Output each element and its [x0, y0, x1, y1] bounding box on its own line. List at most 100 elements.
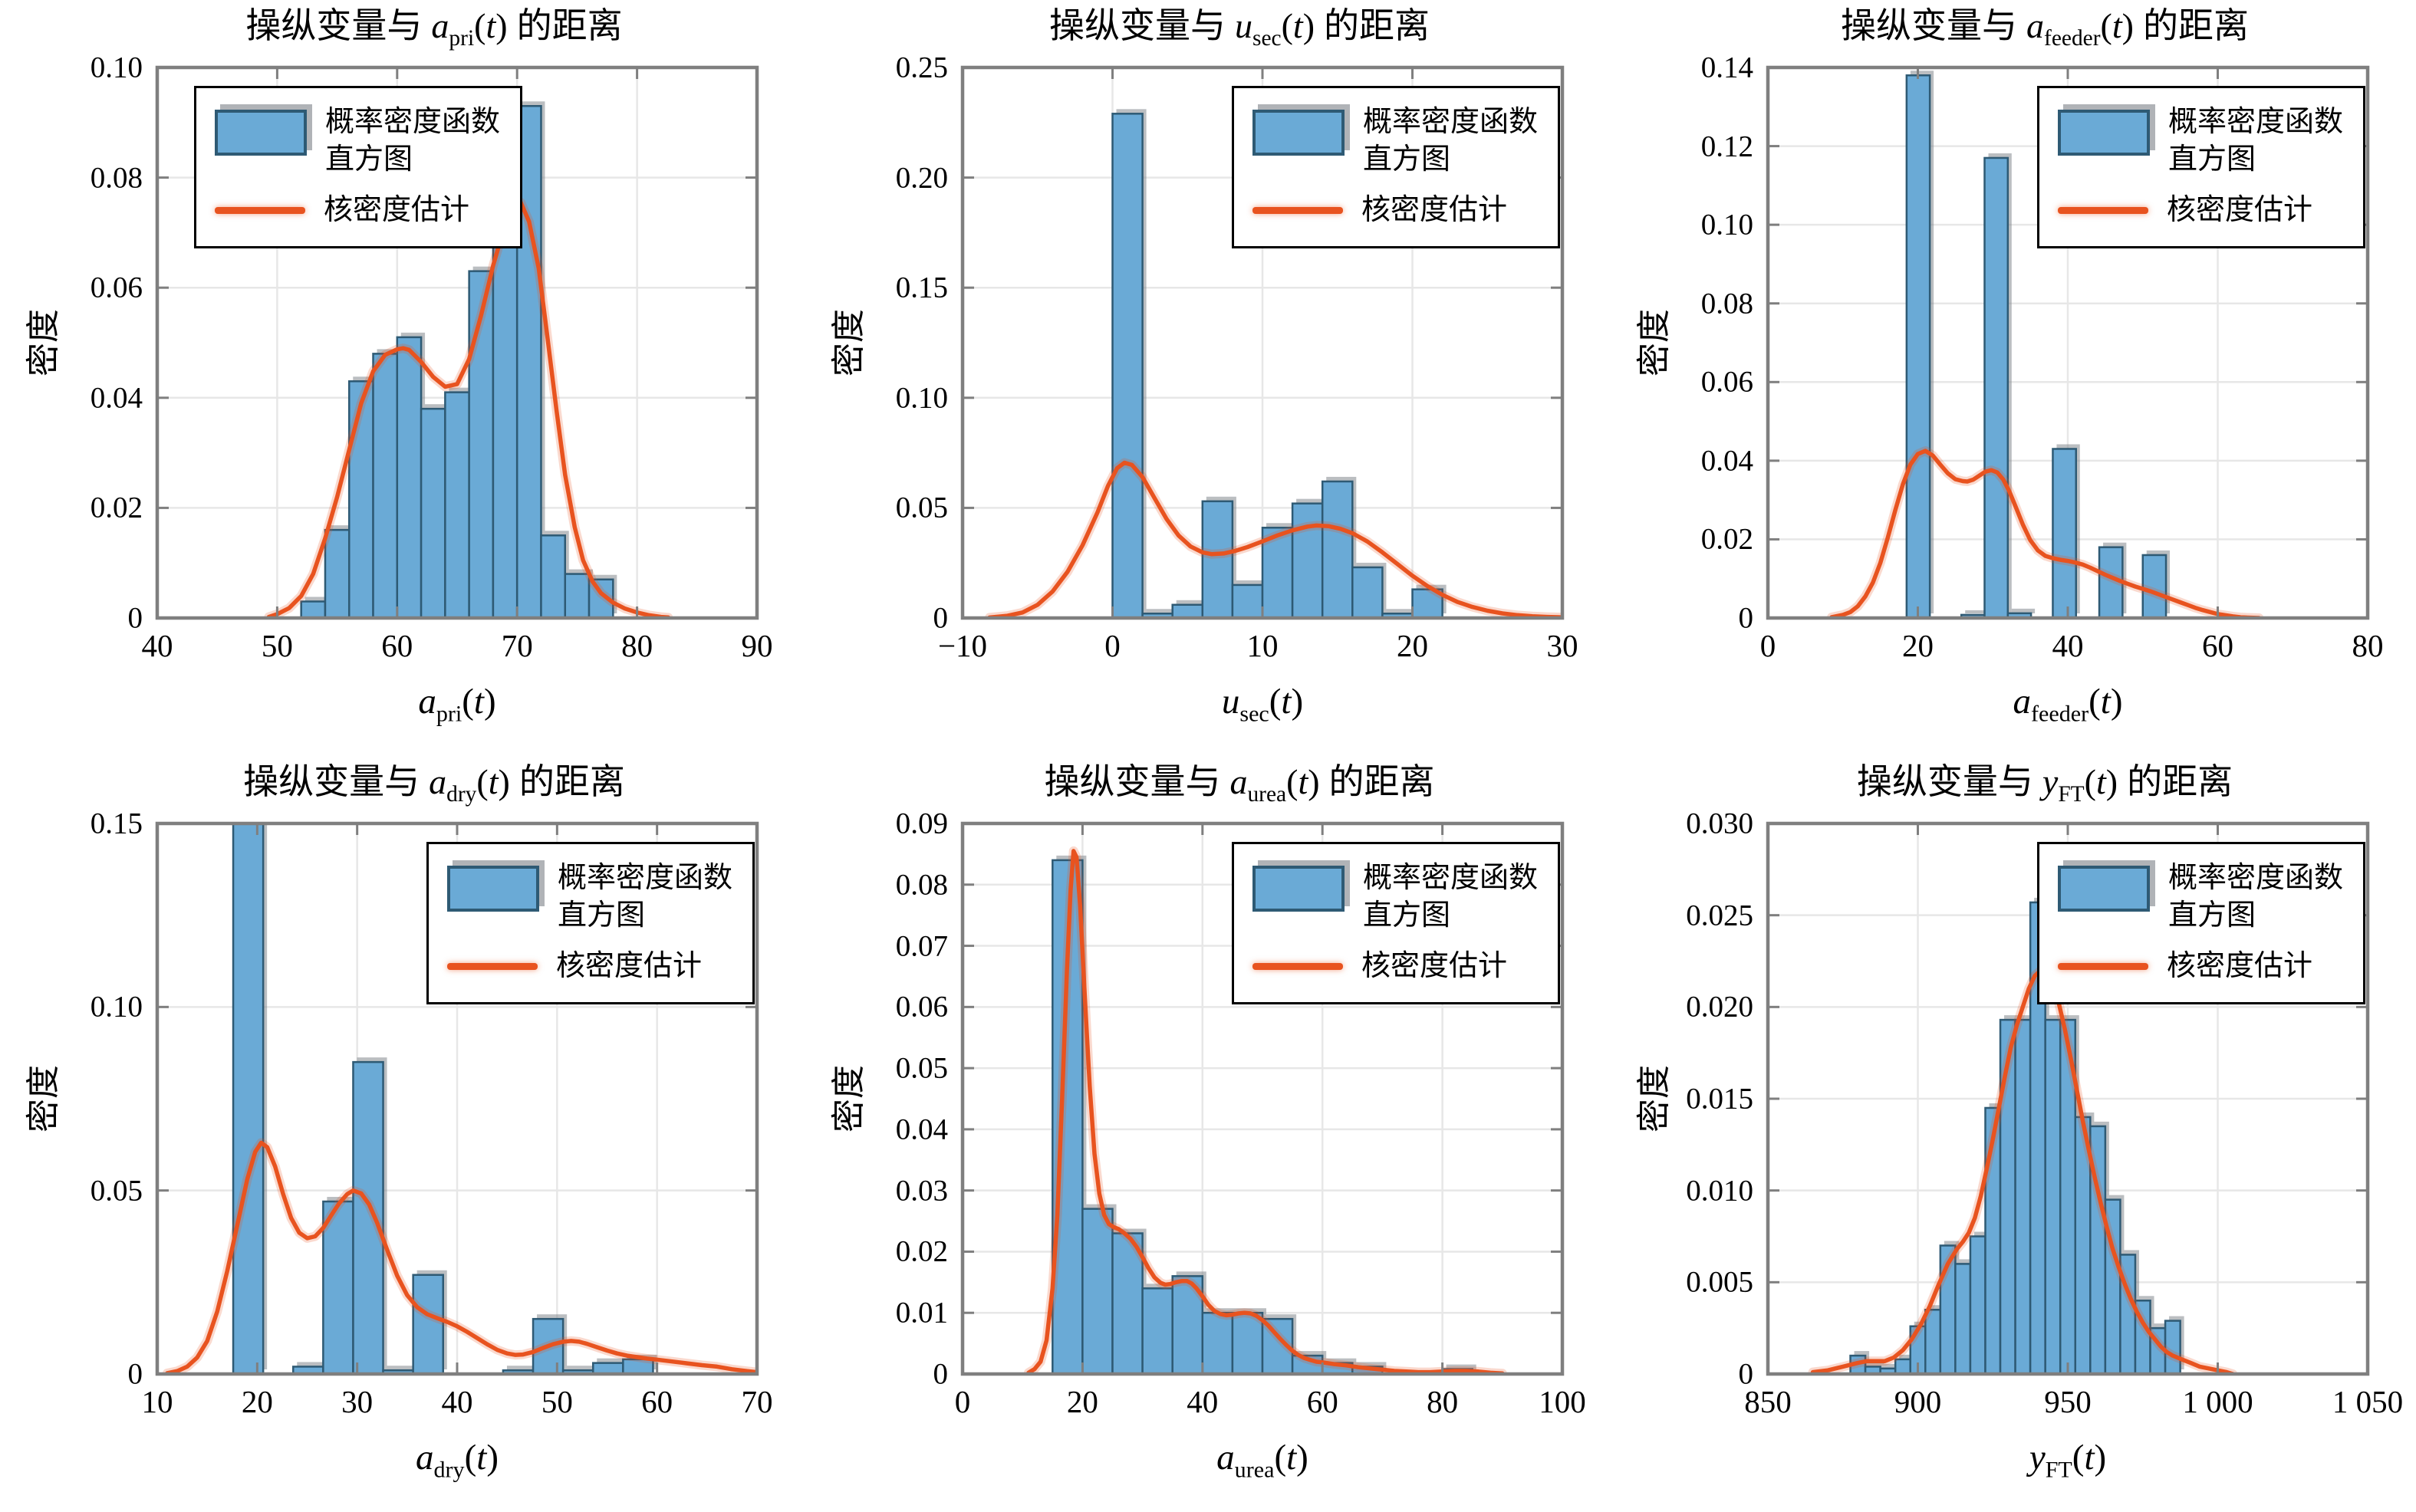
histogram-swatch-icon: [2057, 110, 2150, 156]
legend-label-histogram: 概率密度函数 直方图: [2168, 860, 2343, 934]
histogram-bar: [540, 534, 567, 618]
chart-title-variable: usec(t): [1234, 6, 1315, 51]
x-axis-tick-label: 60: [1306, 1384, 1338, 1419]
y-axis-tick-label: 0.030: [1686, 807, 1753, 840]
variable-base: u: [1221, 682, 1240, 721]
legend-label-histogram-line1: 概率密度函数: [1362, 862, 1538, 894]
histogram-bar: [2044, 1018, 2062, 1374]
legend-label-histogram-line2: 直方图: [1362, 899, 1450, 932]
x-axis-label: aurea(t): [1216, 1438, 1308, 1483]
x-axis-tick-label: 900: [1894, 1384, 1942, 1419]
bar-shadow: [506, 1366, 538, 1369]
y-axis-tick-label: 0: [127, 1357, 143, 1391]
histogram-bar: [1291, 502, 1324, 618]
variable-base: a: [2026, 6, 2045, 45]
legend-row-kde: 核密度估计: [446, 948, 732, 985]
variable-argument: t: [476, 1438, 487, 1477]
histogram-bars: [300, 101, 617, 618]
plot-area-1: [155, 65, 759, 620]
variable-argument: t: [473, 682, 484, 721]
y-axis-tick-label: 0.08: [895, 868, 948, 902]
legend-label-histogram-line1: 概率密度函数: [557, 862, 732, 894]
chart-title-suffix: 的距离: [2127, 762, 2233, 801]
subplot-3: 操纵变量与 afeeder(t) 的距离 0 0.02 0.04 0.06 0.08 0.10 0…: [1611, 0, 2416, 756]
x-axis-tick-label: 80: [2352, 628, 2384, 663]
histogram-bars: [1111, 109, 1447, 618]
chart-title-prefix: 操纵变量与: [1048, 6, 1226, 45]
legend-row-kde: 核密度估计: [215, 192, 500, 229]
legend-row-histogram: 概率密度函数 直方图: [215, 104, 500, 178]
chart-title: 操纵变量与 adry(t) 的距离: [111, 761, 757, 816]
variable-argument: t: [1292, 6, 1303, 45]
y-axis-label: 密度: [25, 309, 62, 376]
x-axis-tick-label: 50: [541, 1384, 573, 1419]
x-axis-tick-label: 40: [441, 1384, 473, 1419]
chart-title-variable: yFT(t): [2042, 762, 2118, 807]
legend-row-kde: 核密度估计: [2057, 948, 2343, 985]
y-axis-tick-label: 0.05: [90, 1174, 143, 1208]
kde-curve: [1827, 446, 2264, 618]
histogram-bar: [372, 353, 399, 618]
bar-shadow: [2011, 608, 2036, 613]
legend: 概率密度函数 直方图核密度估计: [426, 842, 755, 1004]
histogram-bar: [1954, 1263, 1972, 1374]
chart-title: 操纵变量与 usec(t) 的距离: [917, 5, 1562, 60]
histogram-bar: [420, 407, 446, 618]
variable-base: a: [1229, 762, 1248, 801]
chart-title: 操纵变量与 afeeder(t) 的距离: [1722, 5, 2368, 60]
kde-line-swatch-icon: [446, 963, 538, 971]
x-axis-tick-label: 1 050: [2332, 1384, 2404, 1419]
legend-row-histogram: 概率密度函数 直方图: [446, 860, 732, 934]
variable-subscript: urea: [1247, 782, 1287, 807]
y-axis-tick-label: 0.14: [1700, 51, 1753, 84]
legend-label-histogram-line2: 直方图: [2167, 899, 2256, 932]
y-axis-tick-label: 0.10: [90, 51, 143, 84]
variable-subscript: pri: [436, 700, 462, 727]
plot-area-5: [960, 821, 1565, 1376]
y-axis-tick-label: 0.10: [90, 990, 143, 1024]
histogram-bar: [468, 270, 495, 618]
x-axis-label: adry(t): [416, 1438, 499, 1483]
bar-shadow: [1386, 609, 1417, 613]
bar-shadow: [1884, 1363, 1900, 1369]
x-axis-tick-label: 30: [341, 1384, 374, 1419]
y-axis-tick-label: 0.04: [1700, 444, 1753, 478]
legend-label-histogram: 概率密度函数 直方图: [2168, 104, 2343, 178]
subplot-2: 操纵变量与 usec(t) 的距离 0 0.05 0.10 0.15 0.20 0.25 −10 0…: [805, 0, 1611, 756]
y-axis-tick-label: 0.09: [895, 807, 948, 840]
variable-base: y: [2042, 762, 2059, 801]
histogram-bar: [1141, 1287, 1173, 1374]
legend-label-histogram-line1: 概率密度函数: [325, 106, 501, 138]
bar-shadow: [1965, 610, 1989, 613]
y-axis-tick-label: 0.04: [895, 1113, 948, 1146]
variable-argument: t: [2112, 6, 2122, 45]
histogram-swatch-icon: [1252, 110, 1345, 156]
legend: 概率密度函数 直方图核密度估计: [194, 86, 523, 248]
y-axis-tick-label: 0: [1738, 601, 1754, 635]
legend-label-histogram-line1: 概率密度函数: [2167, 862, 2343, 894]
variable-argument: t: [486, 6, 496, 45]
subplot-4: 操纵变量与 adry(t) 的距离 0 0.05 0.10 0.15 10 20 30 40 50 60…: [0, 756, 805, 1512]
y-axis-tick-label: 0.02: [1700, 522, 1753, 556]
y-axis-tick-label: 0.025: [1686, 899, 1753, 932]
legend-label-kde: 核密度估计: [2166, 194, 2312, 227]
histogram-bar: [1111, 113, 1144, 618]
legend-label-kde: 核密度估计: [555, 950, 702, 983]
x-axis-tick-label: 10: [141, 1384, 173, 1419]
variable-subscript: pri: [449, 26, 475, 51]
legend-row-histogram: 概率密度函数 直方图: [1252, 104, 1538, 178]
bar-shadow: [1446, 1364, 1476, 1369]
subplot-5: 操纵变量与 aurea(t) 的距离 0 0.01 0.02 0.03 0.04 0.05 0.0…: [805, 756, 1611, 1512]
bar-shadow: [1146, 609, 1177, 613]
variable-subscript: sec: [1239, 700, 1269, 727]
y-axis-tick-label: 0.07: [895, 929, 948, 963]
chart-title: 操纵变量与 apri(t) 的距离: [111, 5, 757, 60]
y-axis-label: 密度: [830, 1065, 867, 1132]
x-axis-tick-label: 850: [1744, 1384, 1792, 1419]
chart-title: 操纵变量与 aurea(t) 的距离: [917, 761, 1562, 816]
histogram-bar: [1111, 1232, 1144, 1374]
y-axis-tick-label: 0.12: [1700, 130, 1753, 163]
legend-label-histogram-line2: 直方图: [325, 143, 413, 176]
y-axis-tick-label: 0.04: [90, 381, 143, 415]
legend-row-histogram: 概率密度函数 直方图: [2057, 104, 2343, 178]
